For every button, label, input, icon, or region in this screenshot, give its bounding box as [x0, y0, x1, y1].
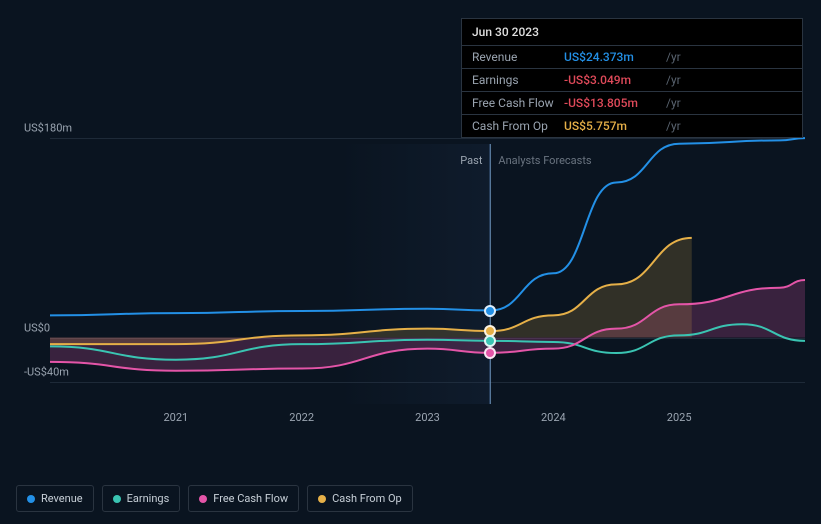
chart-container: Jun 30 2023 Revenue US$24.373m /yr Earni…: [0, 0, 821, 524]
x-axis-label: 2024: [541, 411, 566, 424]
legend-item-earnings[interactable]: Earnings: [102, 485, 181, 512]
tooltip-label: Revenue: [472, 50, 564, 64]
y-axis-label: -US$40m: [24, 365, 69, 378]
legend-item-revenue[interactable]: Revenue: [16, 485, 94, 512]
tooltip-label: Cash From Op: [472, 119, 564, 133]
tooltip-suffix: /yr: [666, 119, 681, 133]
hover-tooltip: Jun 30 2023 Revenue US$24.373m /yr Earni…: [461, 18, 803, 138]
tooltip-date: Jun 30 2023: [462, 19, 802, 45]
y-axis-label: US$0: [24, 321, 50, 334]
legend-item-fcf[interactable]: Free Cash Flow: [188, 485, 299, 512]
x-axis-label: 2023: [415, 411, 440, 424]
y-axis-label: US$180m: [24, 122, 72, 135]
x-axis-label: 2025: [667, 411, 692, 424]
legend-dot: [199, 495, 207, 503]
hover-marker-earnings: [484, 335, 496, 347]
tooltip-row-revenue: Revenue US$24.373m /yr: [462, 45, 802, 68]
tooltip-row-cfo: Cash From Op US$5.757m /yr: [462, 114, 802, 137]
hover-marker-revenue: [484, 305, 496, 317]
legend-dot: [113, 495, 121, 503]
tooltip-row-earnings: Earnings -US$3.049m /yr: [462, 68, 802, 91]
tooltip-value: US$24.373m: [564, 50, 662, 64]
tooltip-row-fcf: Free Cash Flow -US$13.805m /yr: [462, 91, 802, 114]
tooltip-suffix: /yr: [666, 73, 681, 87]
tooltip-label: Earnings: [472, 73, 564, 87]
legend-label: Earnings: [127, 492, 170, 505]
legend-label: Free Cash Flow: [213, 492, 288, 505]
legend: Revenue Earnings Free Cash Flow Cash Fro…: [16, 485, 413, 512]
tooltip-suffix: /yr: [666, 96, 681, 110]
tooltip-label: Free Cash Flow: [472, 96, 564, 110]
hover-marker-fcf: [484, 347, 496, 359]
legend-dot: [27, 495, 35, 503]
x-axis-label: 2022: [289, 411, 314, 424]
tooltip-value: -US$3.049m: [564, 73, 662, 87]
legend-dot: [318, 495, 326, 503]
legend-item-cfo[interactable]: Cash From Op: [307, 485, 413, 512]
tooltip-value: -US$13.805m: [564, 96, 662, 110]
x-axis-label: 2021: [163, 411, 188, 424]
tooltip-suffix: /yr: [666, 50, 681, 64]
legend-label: Revenue: [41, 492, 83, 505]
tooltip-value: US$5.757m: [564, 119, 662, 133]
legend-label: Cash From Op: [332, 492, 402, 505]
